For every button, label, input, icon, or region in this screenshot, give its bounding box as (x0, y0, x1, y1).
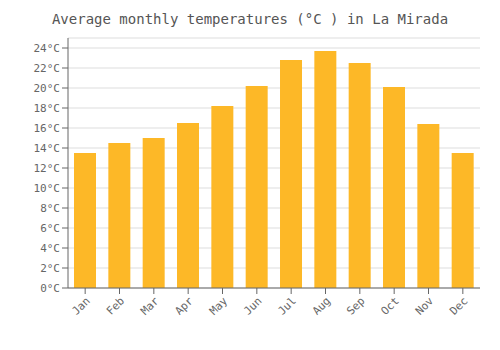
svg-text:12°C: 12°C (34, 162, 61, 175)
svg-text:8°C: 8°C (40, 202, 60, 215)
svg-text:Jun: Jun (241, 294, 264, 317)
svg-text:18°C: 18°C (34, 102, 61, 115)
svg-text:6°C: 6°C (40, 222, 60, 235)
svg-text:24°C: 24°C (34, 42, 61, 55)
svg-text:May: May (207, 294, 231, 318)
svg-text:22°C: 22°C (34, 62, 61, 75)
svg-text:Mar: Mar (138, 294, 162, 318)
svg-text:Oct: Oct (379, 294, 402, 317)
svg-text:Feb: Feb (104, 294, 127, 317)
svg-text:Sep: Sep (344, 294, 367, 317)
svg-text:Jul: Jul (276, 294, 299, 317)
svg-text:2°C: 2°C (40, 262, 60, 275)
svg-text:Apr: Apr (173, 294, 197, 318)
html-text:Average monthly temperatures (: Average monthly temperatures (°C ) in La… (51, 11, 449, 27)
svg-text:14°C: 14°C (34, 142, 61, 155)
svg-text:20°C: 20°C (34, 82, 61, 95)
svg-text:16°C: 16°C (34, 122, 61, 135)
svg-text:4°C: 4°C (40, 242, 60, 255)
svg-text:10°C: 10°C (34, 182, 61, 195)
svg-text:0°C: 0°C (40, 282, 60, 295)
svg-text:Dec: Dec (447, 294, 470, 317)
svg-text:Jan: Jan (70, 294, 93, 317)
svg-text:Aug: Aug (310, 294, 333, 317)
svg-text:Nov: Nov (413, 294, 437, 318)
